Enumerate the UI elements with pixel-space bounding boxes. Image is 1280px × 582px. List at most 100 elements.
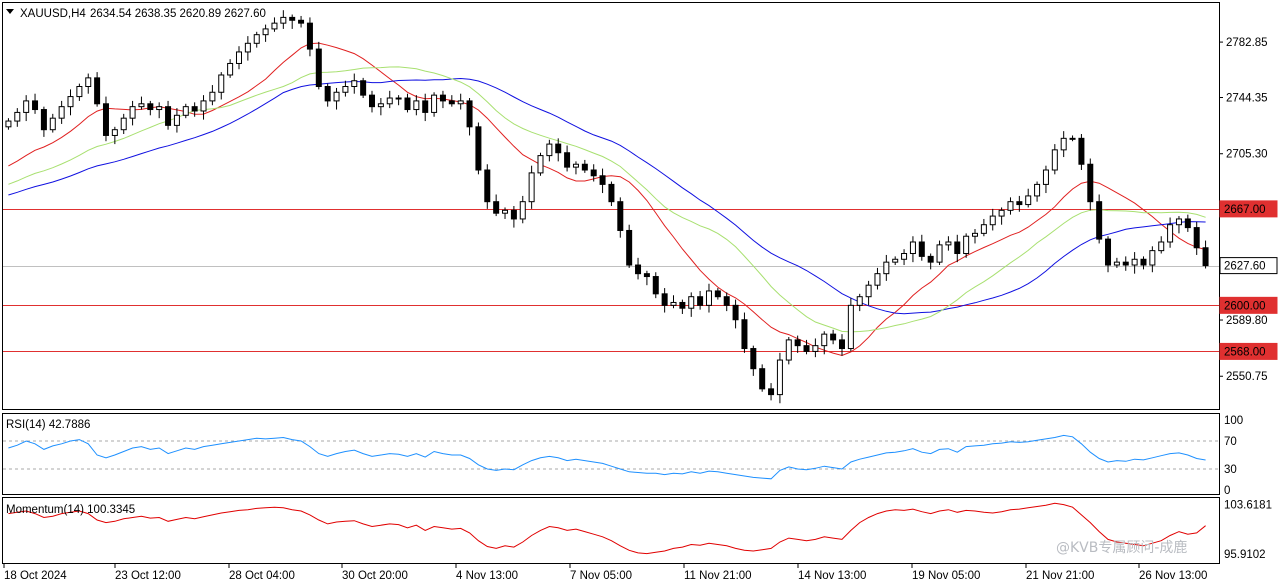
- candle-body: [635, 264, 642, 275]
- candle-body: [342, 86, 349, 93]
- candle-body: [94, 77, 101, 105]
- candle-48: [431, 92, 438, 117]
- candle-90: [803, 339, 810, 355]
- candle-16: [147, 100, 154, 116]
- candle-body: [1096, 201, 1103, 240]
- candle-44: [395, 95, 402, 106]
- candle-21: [191, 102, 198, 117]
- candle-13: [120, 113, 127, 135]
- candle-102: [909, 236, 916, 263]
- candle-body: [626, 229, 633, 266]
- x-tick-label-7: 14 Nov 13:00: [798, 570, 866, 582]
- candle-body: [865, 284, 872, 298]
- candle-27: [244, 36, 251, 61]
- rsi-tick-label-3: 0: [1224, 485, 1230, 497]
- candle-101: [901, 249, 908, 266]
- current-price-label-text: 2627.60: [1224, 261, 1266, 273]
- candle-80: [714, 288, 721, 300]
- candle-body: [652, 276, 659, 295]
- candle-body: [821, 333, 828, 347]
- candle-body: [918, 241, 925, 257]
- candle-71: [635, 257, 642, 280]
- candle-22: [200, 95, 207, 120]
- candle-body: [165, 106, 172, 126]
- candle-40: [360, 77, 367, 99]
- candle-66: [590, 164, 597, 182]
- hline-price-label-1: 2600.00: [1219, 296, 1278, 314]
- rsi-line: [8, 434, 1206, 480]
- ma-blue-line: [8, 77, 1206, 315]
- candle-34: [306, 17, 313, 57]
- candle-body: [670, 301, 677, 306]
- candle-body: [1131, 258, 1138, 266]
- ohlc-readout: 2634.54 2638.35 2620.89 2627.60: [90, 8, 266, 20]
- price-tick-label-1: 2744.35: [1226, 93, 1268, 105]
- candle-133: [1184, 214, 1191, 232]
- candle-64: [572, 161, 579, 175]
- candle-body: [519, 201, 526, 220]
- candle-86: [768, 383, 775, 401]
- candle-3: [32, 93, 39, 114]
- rsi-tick-label-2: 30: [1224, 464, 1237, 476]
- candle-43: [386, 90, 393, 109]
- candle-body: [785, 339, 792, 361]
- candle-body: [218, 74, 225, 93]
- symbol-dropdown-icon[interactable]: [6, 9, 14, 14]
- candle-39: [351, 73, 358, 94]
- candle-body: [856, 296, 863, 306]
- candle-body: [874, 273, 881, 286]
- candle-body: [404, 97, 411, 111]
- rsi-title: RSI(14) 42.7886: [6, 419, 90, 431]
- momentum-tick-label-0: 103.6181: [1224, 499, 1272, 511]
- candle-body: [102, 103, 109, 136]
- candle-37: [333, 87, 340, 110]
- candle-112: [998, 207, 1005, 225]
- candle-body: [1069, 137, 1076, 140]
- candle-76: [679, 299, 686, 314]
- candle-body: [360, 80, 367, 96]
- candle-body: [1051, 149, 1058, 171]
- candle-body: [315, 48, 322, 88]
- candle-35: [315, 41, 322, 90]
- price-tick-label-4: 2550.75: [1226, 371, 1268, 383]
- candle-body: [643, 273, 650, 278]
- candle-body: [1042, 169, 1049, 185]
- candle-52: [466, 98, 473, 136]
- candle-body: [555, 143, 562, 154]
- candle-body: [980, 224, 987, 234]
- candle-body: [776, 359, 783, 396]
- candle-body: [1202, 247, 1209, 267]
- candle-body: [1105, 238, 1112, 266]
- candle-body: [714, 290, 721, 298]
- candle-body: [1025, 195, 1032, 206]
- candle-134: [1193, 221, 1200, 255]
- candle-body: [1167, 224, 1174, 243]
- candle-93: [830, 329, 837, 345]
- candle-body: [803, 345, 810, 352]
- candle-128: [1140, 256, 1147, 270]
- candle-26: [235, 46, 242, 70]
- candle-body: [431, 94, 438, 113]
- candle-body: [369, 94, 376, 108]
- candle-105: [936, 240, 943, 266]
- candle-body: [617, 201, 624, 231]
- candle-4: [40, 106, 47, 137]
- x-tick-label-8: 19 Nov 05:00: [912, 570, 980, 582]
- candle-body: [493, 201, 500, 214]
- candle-83: [741, 312, 748, 353]
- candle-25: [227, 59, 234, 78]
- candle-body: [76, 86, 83, 98]
- candle-body: [32, 100, 39, 111]
- candle-body: [413, 100, 420, 111]
- x-tick-label-10: 26 Nov 13:00: [1139, 570, 1207, 582]
- candle-107: [954, 234, 961, 263]
- candle-body: [510, 209, 517, 220]
- candle-68: [608, 181, 615, 206]
- hline-price-label-0-box: [1219, 200, 1278, 218]
- price-tick-label-0: 2782.85: [1226, 37, 1268, 49]
- x-axis-layer: 18 Oct 2024 23 Oct 12:00 28 Oct 04:00 30 Oc…: [3, 564, 1207, 582]
- candle-7: [67, 89, 74, 116]
- candle-67: [599, 168, 606, 194]
- candle-114: [1016, 195, 1023, 212]
